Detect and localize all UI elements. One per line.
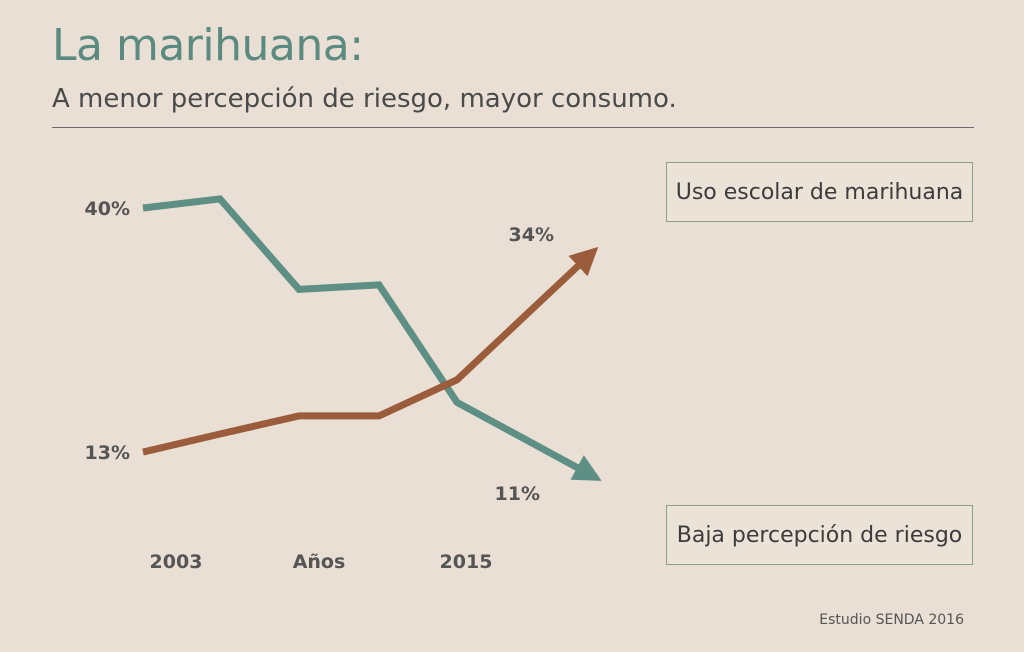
x-tick-label: 2003 <box>150 551 203 573</box>
chart-title: La marihuana: <box>52 20 364 71</box>
series-uso-line <box>142 246 599 456</box>
x-tick-label: 2015 <box>440 551 493 573</box>
chart-subtitle: A menor percepción de riesgo, mayor cons… <box>52 84 677 114</box>
x-tick-label: Años <box>293 551 346 573</box>
legend-uso-escolar: Uso escolar de marihuana <box>666 162 973 222</box>
legend-uso-label: Uso escolar de marihuana <box>675 179 964 205</box>
legend-baja-label: Baja percepción de riesgo <box>676 522 963 548</box>
data-label-uso-end: 34% <box>509 224 554 246</box>
data-label-riesgo-end: 11% <box>495 483 540 505</box>
legend-baja-percepcion: Baja percepción de riesgo <box>666 505 973 565</box>
data-label-riesgo-start: 40% <box>85 198 130 220</box>
data-label-uso-start: 13% <box>85 442 130 464</box>
source-note: Estudio SENDA 2016 <box>819 612 964 628</box>
title-divider <box>52 127 974 128</box>
series-riesgo-line <box>142 195 602 481</box>
